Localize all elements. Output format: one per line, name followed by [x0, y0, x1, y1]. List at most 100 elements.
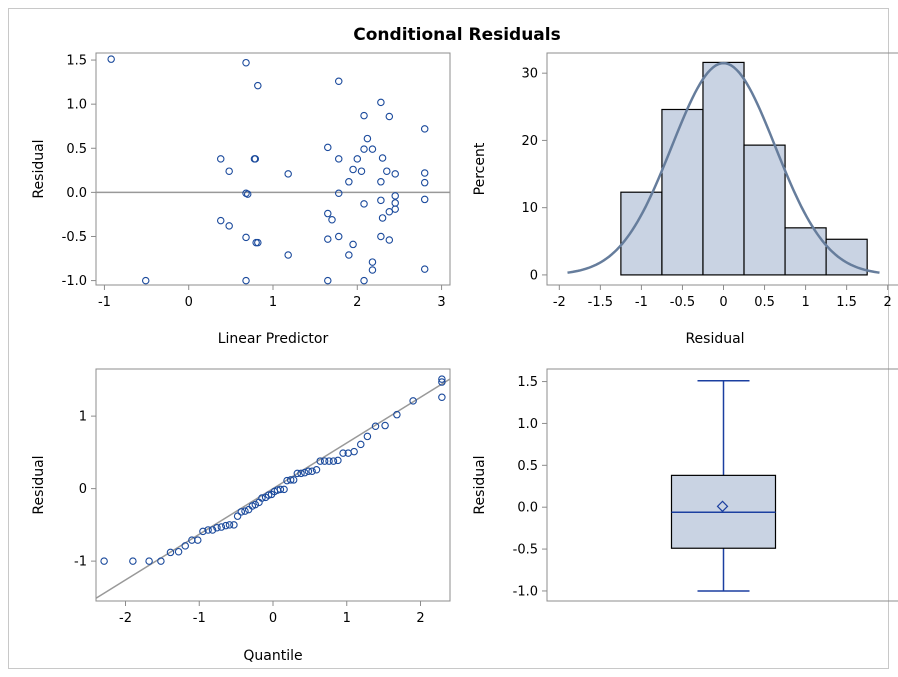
p1-data-point	[420, 195, 429, 204]
p1-data-point	[377, 232, 385, 241]
p3-data-point	[289, 476, 298, 484]
p3-data-point	[129, 557, 137, 565]
p1-ytick-label: 0.5	[66, 142, 87, 157]
p3-data-point	[316, 457, 324, 465]
residual-histogram-panel: Residual Percent -2 -1.5 -1 -0.5 0 0.5 1 1.5 201…	[472, 52, 898, 347]
figure-title: Conditional Residuals	[353, 25, 560, 45]
p2-xtick-label: -1	[635, 295, 648, 310]
p3-data-point	[363, 432, 372, 441]
p1-data-point	[334, 155, 343, 163]
p1-data-point	[368, 258, 377, 266]
p1-plot-area	[95, 52, 451, 286]
p2-xtick-label: 1	[801, 295, 809, 310]
p3-data-point	[438, 378, 446, 386]
p3-data-point	[320, 457, 329, 465]
p1-data-point	[391, 205, 399, 213]
p1-data-point	[360, 200, 368, 208]
p1-data-point	[357, 167, 366, 175]
p4-ytick-label: 0.5	[517, 459, 538, 474]
p1-data-point	[420, 178, 429, 187]
p1-data-point	[284, 251, 292, 259]
p2-ytick-label: 0	[530, 268, 538, 283]
p3-ytick-label: -1	[74, 555, 87, 570]
p1-xtick-label: -1	[98, 295, 111, 310]
p1-data-point	[360, 111, 368, 120]
p1-data-point	[360, 145, 368, 153]
p1-data-point	[363, 134, 372, 143]
p1-xlabel: Linear Predictor	[218, 331, 329, 347]
p3-data-point	[304, 467, 313, 475]
p1-ytick-label: 1.5	[66, 54, 87, 69]
p1-data-point	[242, 233, 250, 242]
p3-data-point	[293, 469, 302, 478]
p1-data-point	[420, 125, 429, 133]
p1-data-point	[349, 240, 357, 249]
p3-data-point	[264, 491, 273, 499]
p1-data-point	[420, 169, 429, 177]
p3-data-point	[237, 508, 246, 516]
p2-ytick-label: 30	[521, 67, 538, 82]
p1-data-point	[242, 276, 250, 285]
p3-xtick-label: 2	[416, 611, 424, 626]
p3-xtick-label: -1	[193, 611, 206, 626]
p4-ytick-label: 1.0	[517, 417, 538, 432]
p1-data-point	[334, 232, 343, 241]
p1-data-point	[385, 112, 394, 121]
p3-xtick-label: -2	[119, 611, 132, 626]
p1-data-point	[391, 192, 399, 200]
figure-frame	[8, 8, 889, 669]
p3-data-point	[208, 526, 217, 534]
p3-data-point	[371, 422, 380, 431]
residual-vs-predictor-panel: Linear Predictor Residual -1 0 1 2 3 -1.0 -0.5…	[31, 52, 451, 347]
p1-data-point	[360, 276, 368, 285]
p3-data-point	[251, 500, 260, 509]
p2-ylabel: Percent	[472, 142, 488, 195]
p1-data-point	[334, 189, 343, 198]
p4-ytick-label: -1.0	[513, 584, 538, 599]
p1-data-point	[324, 235, 332, 243]
p3-data-point	[145, 557, 153, 565]
p4-ytick-label: -0.5	[513, 543, 538, 558]
p3-data-point	[199, 527, 207, 536]
p1-data-point	[345, 178, 353, 186]
p3-data-point	[409, 397, 417, 405]
p1-data-point	[324, 143, 332, 152]
p1-xtick-label: 2	[353, 295, 361, 310]
p1-xtick-label: 3	[437, 295, 445, 310]
p1-data-point	[242, 58, 250, 67]
p3-ytick-label: 1	[79, 410, 87, 425]
p1-data-point	[324, 209, 332, 218]
p2-histogram-bar	[743, 144, 786, 276]
p1-data-point	[254, 238, 262, 247]
p3-data-point	[438, 393, 446, 402]
p3-data-point	[438, 375, 446, 383]
p1-data-point	[216, 155, 225, 163]
p1-ytick-label: -0.5	[62, 230, 87, 245]
p1-data-point	[225, 222, 233, 230]
p3-data-point	[297, 469, 305, 478]
p2-histogram-bar	[661, 108, 704, 276]
p3-data-point	[350, 447, 358, 456]
p3-data-point	[325, 457, 333, 465]
p1-data-point	[328, 215, 336, 224]
p1-data-point	[368, 145, 377, 153]
p3-data-point	[222, 521, 230, 530]
p3-data-point	[100, 557, 108, 565]
p1-data-point	[349, 165, 357, 174]
p1-data-point	[225, 167, 233, 175]
p1-data-point	[243, 190, 252, 198]
p3-xtick-label: 0	[269, 611, 277, 626]
p1-data-point	[378, 154, 387, 162]
p3-data-point	[225, 521, 234, 529]
p3-data-point	[241, 507, 249, 515]
p3-data-point	[339, 449, 347, 457]
p3-data-point	[300, 468, 309, 477]
residual-boxplot-panel: Residual -1.0 -0.5 0.0 0.5 1.0 1.5	[472, 368, 898, 602]
p3-data-point	[286, 476, 295, 484]
p2-xtick-label: 0	[719, 295, 727, 310]
p3-data-point	[381, 421, 389, 430]
p2-normal-density-curve	[567, 61, 880, 274]
p1-xtick-label: 0	[185, 295, 193, 310]
p1-data-point	[385, 236, 394, 244]
